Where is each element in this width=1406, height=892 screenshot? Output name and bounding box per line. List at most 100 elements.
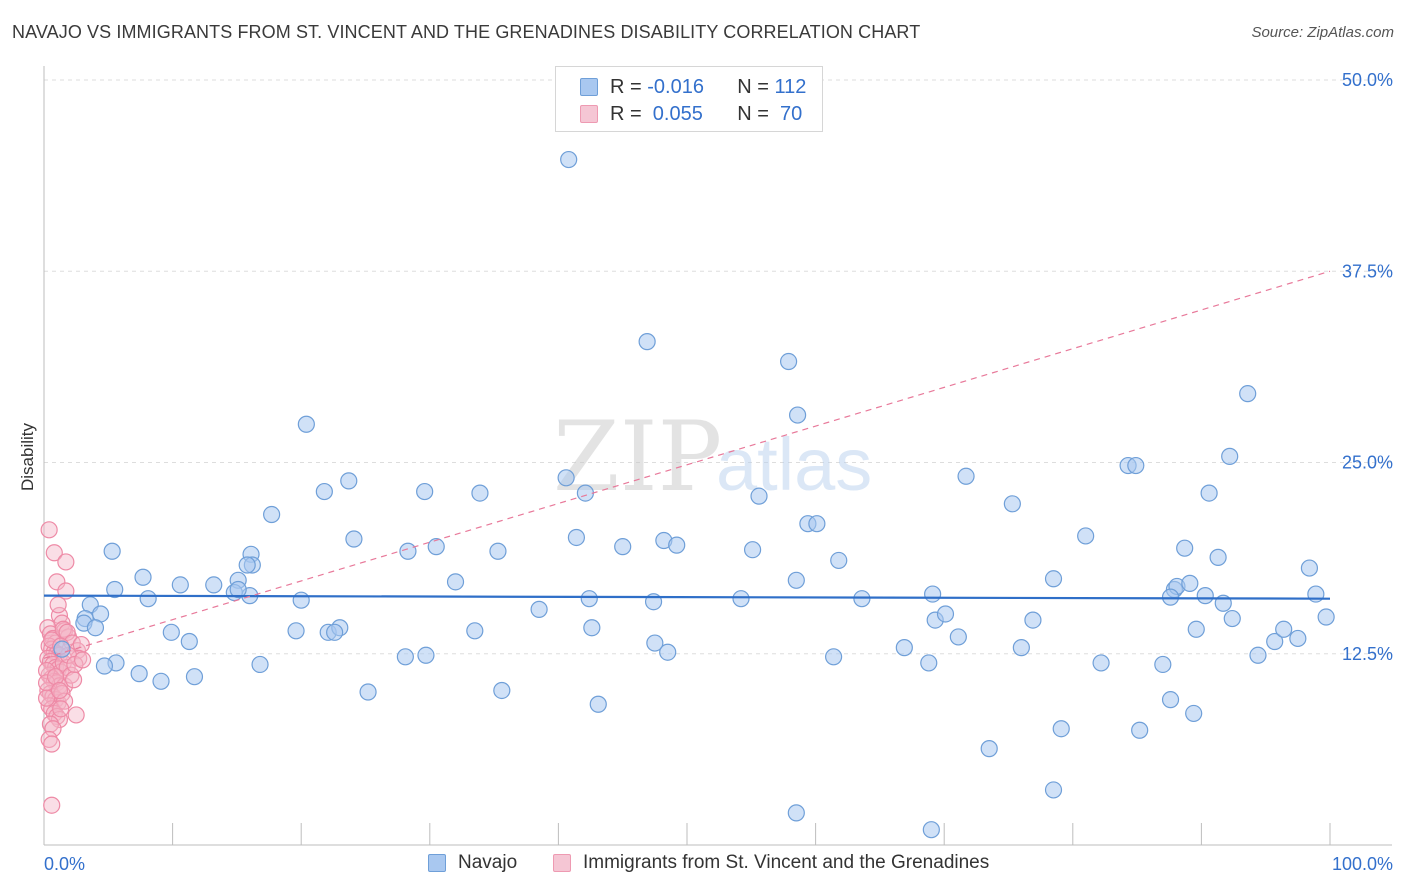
navajo-point xyxy=(1196,587,1214,605)
navajo-point xyxy=(895,639,913,657)
navajo-point xyxy=(326,623,344,641)
navajo-swatch xyxy=(580,78,598,96)
immigrants-points xyxy=(37,521,92,814)
navajo-point xyxy=(1300,559,1319,577)
navajo-trend-line xyxy=(43,594,1331,600)
navajo-point xyxy=(416,482,434,501)
navajo-point xyxy=(106,580,124,599)
series-legend: Navajo Immigrants from St. Vincent and t… xyxy=(0,852,1406,878)
navajo-point xyxy=(399,542,417,560)
navajo-point xyxy=(1154,655,1172,674)
x-tick-label: 0.0% xyxy=(44,854,85,874)
navajo-point xyxy=(238,556,256,574)
navajo-point xyxy=(1044,781,1063,799)
navajo-point xyxy=(646,634,664,652)
navajo-point xyxy=(185,668,204,686)
navajo-point xyxy=(732,590,750,608)
navajo-point xyxy=(957,467,975,485)
immigrants-swatch xyxy=(553,854,571,872)
navajo-point xyxy=(1185,704,1203,723)
immigrants-point xyxy=(37,661,56,680)
navajo-point xyxy=(936,605,955,623)
r-label: R = xyxy=(610,102,648,125)
navajo-point xyxy=(779,352,798,371)
navajo-point xyxy=(1052,720,1070,738)
navajo-point xyxy=(263,505,281,524)
navajo-point xyxy=(638,333,656,351)
navajo-point xyxy=(924,585,942,603)
navajo-point xyxy=(1289,629,1307,648)
watermark-atlas: atlas xyxy=(716,423,872,506)
immigrants-label: Immigrants from St. Vincent and the Gren… xyxy=(583,852,990,873)
y-tick-label: 50.0% xyxy=(1342,70,1393,90)
y-axis-label: Disability xyxy=(18,422,37,491)
navajo-point xyxy=(557,469,575,487)
navajo-point xyxy=(788,406,807,424)
navajo-point xyxy=(251,655,269,674)
navajo-point xyxy=(95,657,114,675)
source-label: Source: ZipAtlas.com xyxy=(1251,24,1394,41)
navajo-point xyxy=(808,515,826,533)
navajo-swatch xyxy=(428,854,446,872)
navajo-point xyxy=(229,580,247,599)
navajo-point xyxy=(489,542,507,560)
navajo-point xyxy=(1003,495,1021,513)
navajo-point xyxy=(583,619,601,637)
immigrants-point xyxy=(43,735,61,753)
navajo-point xyxy=(1275,620,1293,638)
navajo-label: Navajo xyxy=(458,852,518,873)
n-label: N = xyxy=(737,75,775,98)
navajo-point xyxy=(949,628,967,646)
immigrants-point xyxy=(67,706,85,724)
navajo-point xyxy=(466,622,484,640)
navajo-point xyxy=(1249,646,1267,664)
y-tick-label: 25.0% xyxy=(1342,453,1393,473)
navajo-point xyxy=(825,648,843,666)
navajo-point xyxy=(1200,484,1218,502)
navajo-point xyxy=(134,568,152,586)
immigrants-point xyxy=(52,700,70,718)
navajo-point xyxy=(1209,548,1227,566)
navajo-point xyxy=(205,576,223,594)
r-label: R = xyxy=(610,75,648,98)
immigrants-point xyxy=(45,544,63,562)
navajo-point xyxy=(103,542,121,560)
navajo-point xyxy=(530,600,548,618)
n-value: 70 xyxy=(774,102,803,125)
immigrants-point xyxy=(40,730,58,749)
navajo-point xyxy=(1024,611,1042,629)
navajo-point xyxy=(580,590,598,608)
navajo-point xyxy=(359,683,377,701)
navajo-point xyxy=(853,590,871,608)
immigrants-swatch xyxy=(580,105,598,123)
navajo-point xyxy=(1092,654,1110,672)
navajo-point xyxy=(576,484,595,502)
n-label: N = xyxy=(737,102,775,125)
legend-row-immigrants: R = 0.055 N = 70 xyxy=(580,101,802,127)
navajo-point xyxy=(297,415,315,433)
navajo-point xyxy=(162,623,180,641)
navajo-point xyxy=(139,590,157,608)
navajo-points xyxy=(53,150,1335,839)
immigrants-point xyxy=(48,573,66,591)
navajo-point xyxy=(1131,721,1149,739)
navajo-point xyxy=(1176,539,1194,557)
navajo-point xyxy=(614,538,632,556)
navajo-point xyxy=(920,654,938,672)
navajo-point xyxy=(86,619,105,637)
navajo-point xyxy=(345,530,363,548)
navajo-point xyxy=(1221,447,1239,465)
navajo-point xyxy=(1181,574,1199,592)
legend-item-navajo: Navajo xyxy=(428,852,517,874)
navajo-point xyxy=(668,536,686,554)
stats-legend: R = -0.016 N = 112 R = 0.055 N = 70 xyxy=(555,66,823,132)
navajo-point xyxy=(830,551,848,570)
navajo-point xyxy=(743,541,762,559)
navajo-point xyxy=(659,643,677,661)
immigrants-point xyxy=(46,668,65,686)
trend-lines xyxy=(43,270,1331,659)
navajo-point xyxy=(292,591,310,609)
immigrants-point xyxy=(49,596,67,614)
navajo-point xyxy=(493,681,511,700)
navajo-point xyxy=(1266,632,1284,651)
